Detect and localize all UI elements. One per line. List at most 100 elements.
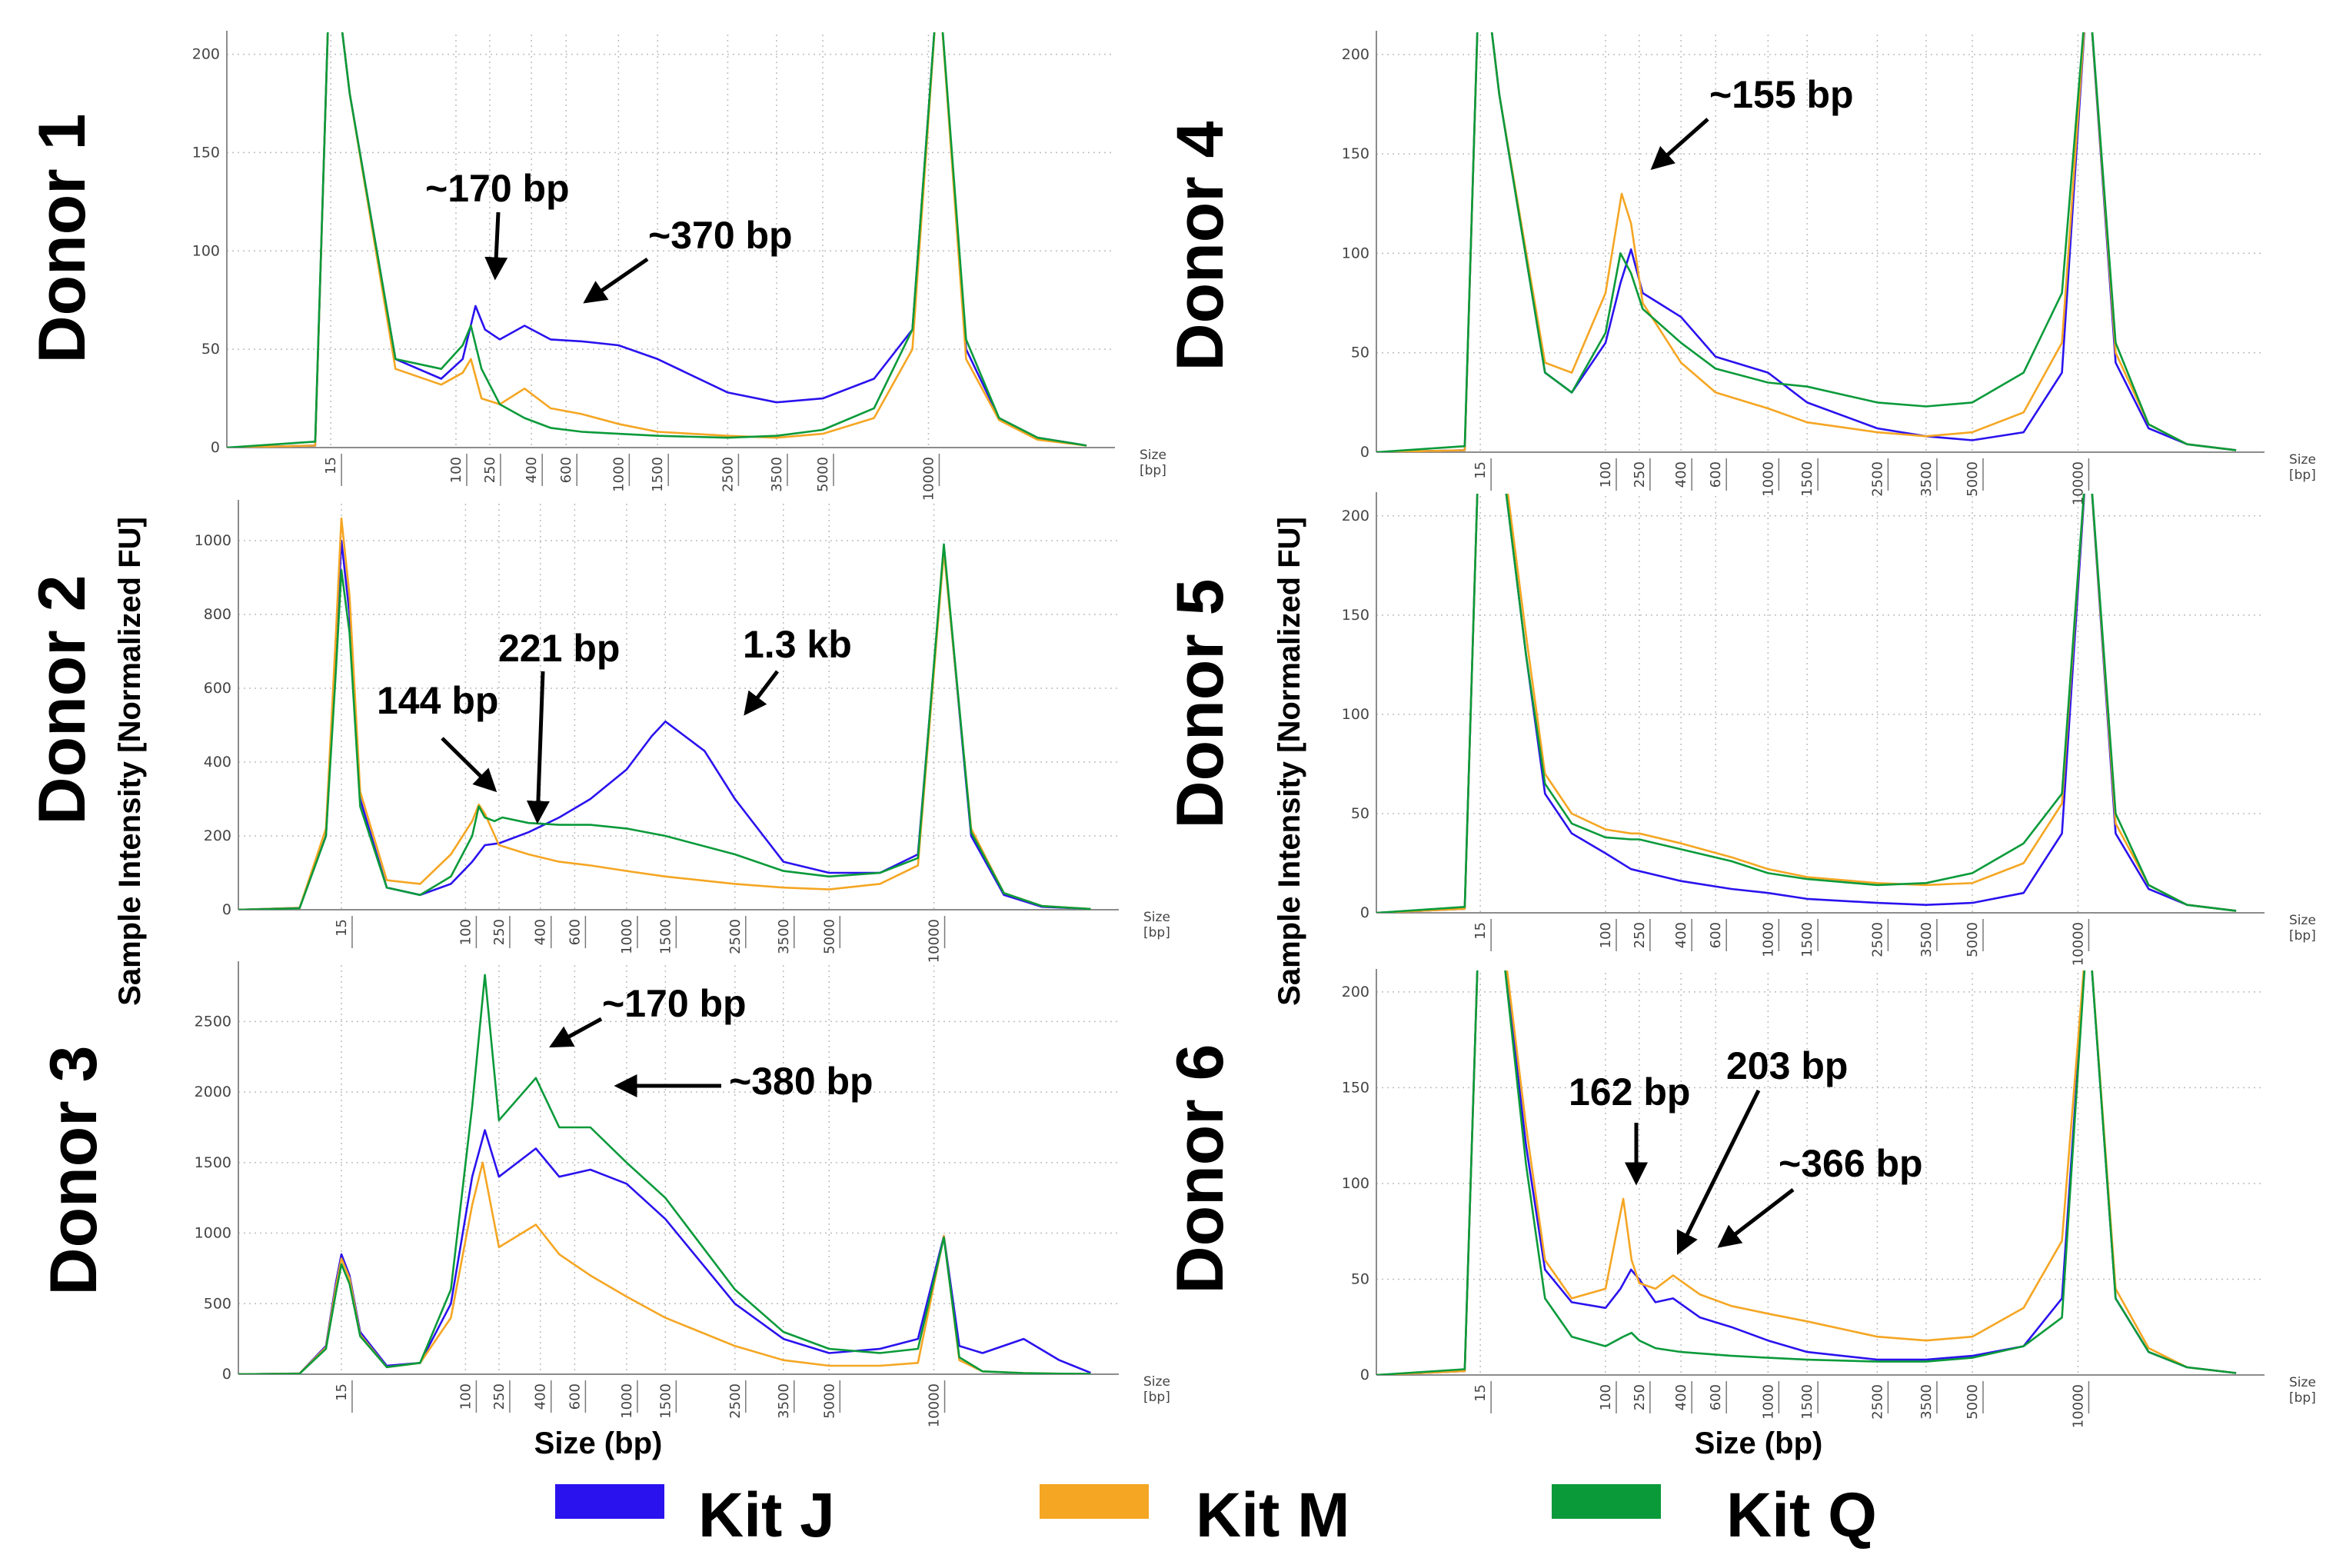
x-tick-label: 250 [491,919,507,945]
x-tick-label: 2500 [727,919,744,954]
x-tick-label: 10000 [2070,461,2086,505]
y-tick-label: 1500 [195,1154,231,1171]
legend-label-kit-q: Kit Q [1726,1480,1877,1550]
series-line-kit-m [1376,970,2237,1375]
series-group [238,517,1091,910]
x-tick-label: 15 [334,1383,350,1401]
panel-donor-6: 0 50 100 150 200 15 100 250 400 600 1000 1500 2500 35… [1163,969,2316,1428]
annotation-label: ~155 bp [1709,73,1854,116]
series-line-kit-q [238,974,1091,1374]
y-tick-label: 50 [1351,345,1369,361]
x-tick-label: 10000 [2070,1384,2086,1428]
donor-label: Donor 6 [1163,1044,1237,1294]
x-tick-label: 10000 [927,1383,943,1427]
size-unit-label: Size [1143,1374,1170,1390]
x-tick-label: 400 [533,919,549,945]
x-tick-label: 2500 [727,1383,744,1419]
y-tick-label: 150 [1342,607,1369,624]
y-tick-label: 100 [192,242,220,259]
y-tick-label: 600 [204,680,231,697]
x-tick-label: 1500 [1799,922,1815,957]
x-tick-label: 2500 [1869,1384,1885,1420]
x-tick-label: 600 [1708,461,1724,488]
y-tick-label: 800 [204,606,231,623]
y-tick-label: 150 [1342,145,1369,162]
x-tick-label: 1000 [1760,922,1776,957]
y-tick-label: 50 [201,341,220,358]
annotation-label: ~370 bp [648,214,793,257]
x-tick-label: 15 [334,919,350,937]
x-tick-label: 250 [491,1383,507,1410]
size-unit-label-bp: [bp] [1143,925,1170,940]
y-tick-label: 0 [222,901,231,918]
y-tick-label: 0 [222,1366,231,1383]
annotation-label: 203 bp [1726,1044,1848,1087]
x-tick-label: 2500 [1869,922,1885,957]
series-line-kit-q [227,32,1087,448]
donor-label: Donor 5 [1163,579,1237,829]
y-tick-label: 400 [204,754,231,771]
x-tick-label: 10000 [920,457,937,501]
annotation-arrow [744,670,779,716]
size-unit-label-bp: [bp] [2289,468,2316,483]
annotation-arrow [1717,1188,1795,1248]
x-tick-label: 600 [1708,922,1724,948]
legend-item-kit-q: Kit Q [1552,1480,1877,1550]
legend-label-kit-m: Kit M [1196,1480,1349,1550]
x-tick-label: 400 [533,1383,549,1410]
size-unit-label-bp: [bp] [2289,928,2316,944]
annotation-arrow [583,257,649,304]
x-tick-label: 2500 [1869,461,1885,497]
x-tick-label: 5000 [1965,1384,1981,1420]
size-unit-label: Size [1143,910,1170,925]
x-tick-label: 250 [1632,461,1648,488]
labels-layer: Sample Intensity [Normalized FU] Sample … [113,517,1822,1460]
y-tick-label: 50 [1351,805,1369,822]
legend: Kit J Kit M Kit Q [555,1480,1877,1550]
legend-swatch-kit-j [555,1484,664,1519]
annotation-label: 1.3 kb [743,623,852,666]
panel-donor-4: 0 50 100 150 200 15 100 250 400 600 1000 1500 2500 35… [1163,31,2316,505]
donor-label: Donor 1 [25,114,99,364]
series-line-kit-q [1376,32,2237,452]
y-tick-label: 200 [192,46,220,63]
x-tick-label: 1000 [1760,461,1776,497]
size-unit-label: Size [1140,448,1166,463]
x-tick-label: 1500 [1799,1384,1815,1420]
x-tick-label: 600 [558,457,574,483]
series-group [1376,32,2237,452]
series-line-kit-q [1376,494,2237,913]
donor-label: Donor 2 [25,575,99,825]
size-unit-label-bp: [bp] [1143,1390,1170,1405]
annotation-label: ~380 bp [729,1060,874,1103]
annotation-arrow [526,671,550,824]
x-tick-label: 3500 [769,457,785,492]
size-unit-label: Size [2289,452,2316,468]
donor-label: Donor 4 [1163,121,1237,371]
annotation-arrow [1676,1089,1761,1256]
legend-label-kit-j: Kit J [698,1480,835,1550]
series-group [238,974,1091,1374]
y-tick-label: 2500 [195,1013,231,1030]
legend-item-kit-j: Kit J [555,1480,835,1550]
panel-donor-5: 0 50 100 150 200 15 100 250 400 600 1000 1500 2500 35… [1163,492,2316,966]
size-unit-label-bp: [bp] [1140,463,1166,478]
series-line-kit-m [227,32,1087,448]
y-tick-label: 100 [1342,706,1369,723]
x-tick-label: 3500 [776,919,792,954]
y-tick-label: 200 [1342,508,1369,524]
x-tick-label: 10000 [927,919,943,963]
annotation-arrow [1650,118,1709,170]
series-line-kit-m [238,517,1091,910]
y-axis-title-left: Sample Intensity [Normalized FU] [113,517,147,1006]
y-tick-label: 1000 [195,532,231,549]
size-unit-label: Size [2289,1375,2316,1390]
panel-donor-3: 0 500 1000 1500 2000 2500 15 100 250 400 600 1000 15… [37,961,1170,1427]
annotation-label: ~366 bp [1779,1142,1923,1185]
annotation-arrow [441,737,497,793]
legend-swatch-kit-q [1552,1484,1661,1519]
x-axis-title-right: Size (bp) [1695,1427,1823,1460]
x-tick-label: 100 [1598,461,1614,488]
